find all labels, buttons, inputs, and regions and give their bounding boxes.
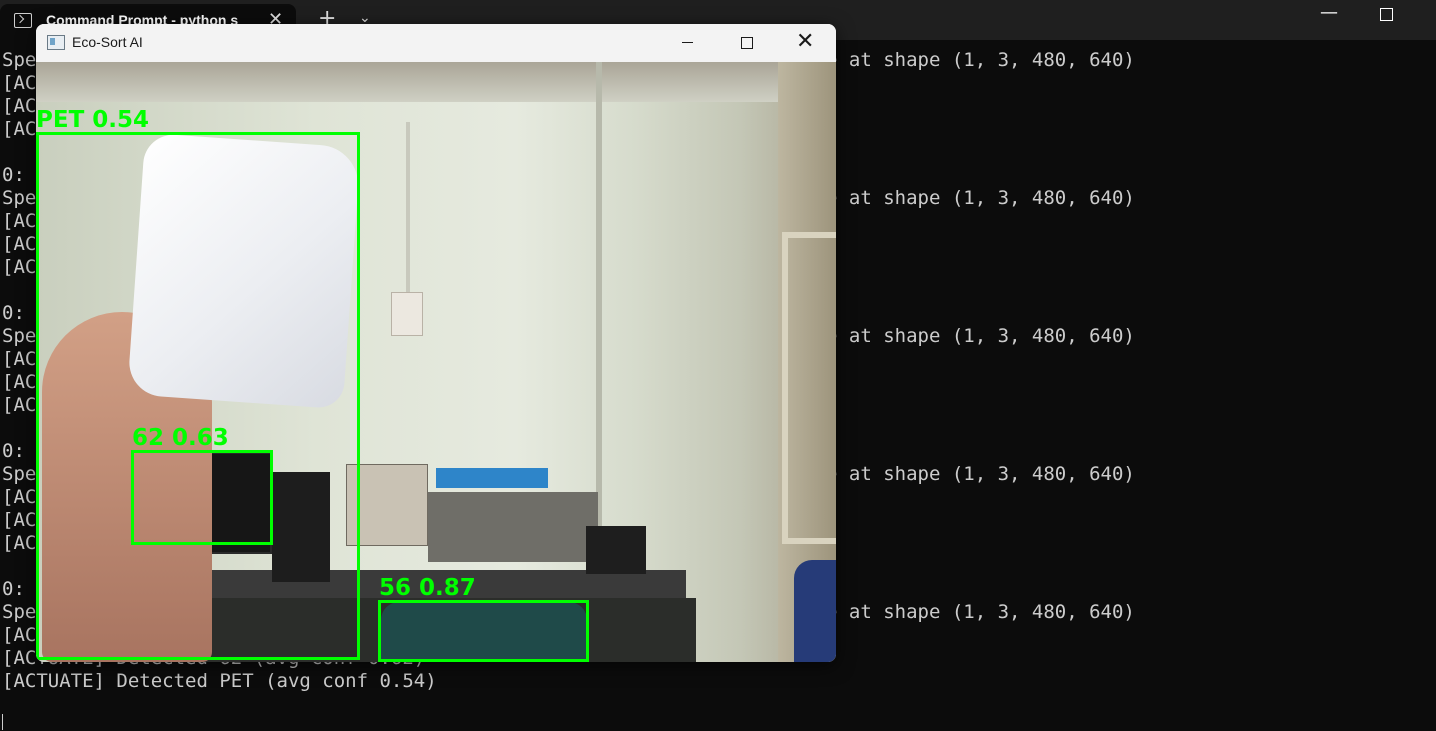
detection-box-pet xyxy=(36,132,360,660)
detection-label-pet: PET 0.54 xyxy=(36,107,150,133)
camera-feed: PET 0.54 62 0.63 56 0.87 xyxy=(36,62,836,662)
terminal-line: Spe xyxy=(2,49,37,71)
feed-person xyxy=(794,560,836,662)
terminal-line: [AC xyxy=(2,95,37,117)
terminal-line-fragment: e at shape (1, 3, 480, 640) xyxy=(826,49,1135,71)
maximize-button[interactable] xyxy=(1380,8,1393,21)
detection-label-62: 62 0.63 xyxy=(132,425,229,451)
terminal-line-fragment: e at shape (1, 3, 480, 640) xyxy=(826,187,1135,209)
terminal-line-fragment: e at shape (1, 3, 480, 640) xyxy=(826,463,1135,485)
terminal-line: [AC xyxy=(2,624,37,646)
detection-label-56: 56 0.87 xyxy=(379,575,476,601)
terminal-line: [AC xyxy=(2,348,37,370)
terminal-line: Spe xyxy=(2,187,37,209)
app-window-icon xyxy=(47,35,65,50)
terminal-line: Spe xyxy=(2,325,37,347)
feed-shelf xyxy=(782,232,836,544)
terminal-line: [AC xyxy=(2,72,37,94)
feed-ceiling xyxy=(36,62,836,102)
eco-sort-window[interactable]: Eco-Sort AI ✕ PET 0.54 62 0.63 56 0.87 xyxy=(36,24,836,662)
terminal-output[interactable]: Spe [AC [AC [AC 0: Spe [AC [AC [AC 0: Spe [AC [AC [AC… xyxy=(2,49,437,693)
terminal-line: [AC xyxy=(2,532,37,554)
terminal-line: [AC xyxy=(2,233,37,255)
terminal-line: [AC xyxy=(2,256,37,278)
feed-blue-box xyxy=(436,468,548,488)
detection-box-56 xyxy=(378,600,589,662)
feed-computer-tower xyxy=(272,472,330,582)
terminal-line-fragment: e at shape (1, 3, 480, 640) xyxy=(826,601,1135,623)
terminal-line: 0: xyxy=(2,164,25,186)
chevron-down-icon[interactable]: ⌄ xyxy=(359,10,371,26)
feed-wall-pipe xyxy=(596,62,602,622)
eco-close-button[interactable]: ✕ xyxy=(796,29,815,54)
terminal-line: 0: xyxy=(2,578,25,600)
terminal-line: [AC xyxy=(2,210,37,232)
terminal-line: [AC xyxy=(2,486,37,508)
eco-minimize-button[interactable] xyxy=(682,42,693,43)
terminal-line: 0: xyxy=(2,440,25,462)
feed-lab-equipment-2 xyxy=(428,492,598,562)
terminal-line: Spe xyxy=(2,601,37,623)
feed-wall-cable xyxy=(406,122,410,292)
text-cursor xyxy=(2,714,3,730)
terminal-line: [AC xyxy=(2,394,37,416)
terminal-line: Spe xyxy=(2,463,37,485)
terminal-line: [AC xyxy=(2,509,37,531)
detection-box-62 xyxy=(131,450,273,545)
eco-sort-titlebar[interactable]: Eco-Sort AI ✕ xyxy=(36,24,836,62)
feed-chair xyxy=(381,602,587,662)
eco-maximize-button[interactable] xyxy=(741,37,753,49)
terminal-line-fragment: e at shape (1, 3, 480, 640) xyxy=(826,325,1135,347)
terminal-line: 0: xyxy=(2,302,25,324)
terminal-line: [AC xyxy=(2,371,37,393)
eco-sort-title: Eco-Sort AI xyxy=(72,34,143,50)
feed-wall-meter xyxy=(391,292,423,336)
minimize-button[interactable]: — xyxy=(1320,2,1338,23)
feed-black-device xyxy=(586,526,646,574)
terminal-icon xyxy=(14,13,32,28)
terminal-line: [ACTUATE] Detected PET (avg conf 0.54) xyxy=(2,670,437,692)
terminal-line: [AC xyxy=(2,118,37,140)
